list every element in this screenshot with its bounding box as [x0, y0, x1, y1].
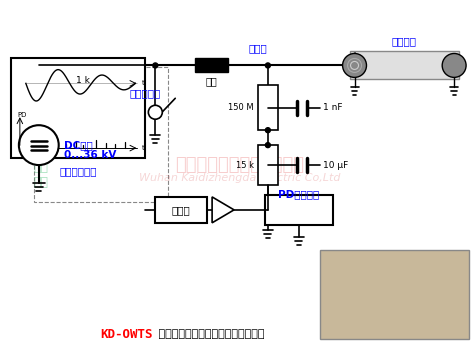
Polygon shape [212, 197, 234, 223]
Text: 显示控制单元: 显示控制单元 [60, 166, 97, 176]
Circle shape [19, 125, 59, 165]
Bar [265, 195, 333, 225]
Text: 被试电缆: 被试电缆 [392, 37, 417, 47]
Text: t: t [141, 80, 144, 86]
Circle shape [442, 53, 466, 77]
Text: DC电源: DC电源 [64, 140, 92, 150]
Text: 分压器: 分压器 [248, 44, 268, 53]
Text: 10 μF: 10 μF [323, 160, 348, 170]
Text: 滤波器: 滤波器 [172, 205, 190, 215]
Text: Wuhan Kaidizhengda Electric Co,Ltd: Wuhan Kaidizhengda Electric Co,Ltd [139, 173, 341, 183]
Bar [349, 52, 459, 79]
Bar [258, 85, 278, 130]
Circle shape [153, 63, 158, 68]
Text: KD-OWTS: KD-OWTS [100, 328, 153, 341]
Bar [63, 59, 102, 71]
Circle shape [343, 53, 367, 77]
Circle shape [266, 128, 270, 133]
Text: PD: PD [17, 112, 26, 118]
Bar [195, 59, 228, 72]
Bar [11, 59, 145, 158]
Bar [34, 67, 169, 202]
Circle shape [149, 105, 162, 119]
Text: 电感: 电感 [206, 77, 218, 86]
Circle shape [266, 143, 270, 148]
Bar [258, 145, 278, 185]
Text: 振荡波电缆局部放电检测和定位装置: 振荡波电缆局部放电检测和定位装置 [155, 329, 265, 339]
Text: 0...36 kV: 0...36 kV [64, 150, 116, 160]
Text: 1 k: 1 k [76, 77, 89, 85]
Text: t: t [141, 145, 144, 151]
Text: 1 nF: 1 nF [323, 103, 342, 112]
Text: 半导体开关: 半导体开关 [130, 88, 161, 98]
Text: 15 k: 15 k [236, 160, 254, 170]
Text: PD偶合单元: PD偶合单元 [278, 189, 319, 199]
Text: 凯迪
正大: 凯迪 正大 [33, 161, 48, 189]
Bar [320, 250, 469, 339]
Text: 150 M: 150 M [228, 103, 254, 112]
Text: 武汉凯迪正大电气有限公司: 武汉凯迪正大电气有限公司 [176, 156, 305, 174]
Circle shape [266, 63, 270, 68]
Bar [155, 197, 207, 223]
